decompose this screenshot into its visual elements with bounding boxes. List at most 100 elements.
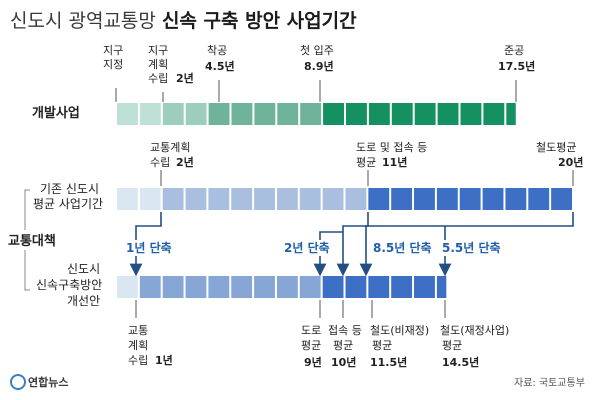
exist-label-line2: 평균 사업기간 [33, 197, 103, 211]
dev-ms1-line2: 지정 [103, 58, 123, 71]
existing-bar-segment [254, 188, 275, 210]
new-plan-bar-segment [276, 276, 298, 298]
reduce1-bg [124, 240, 174, 256]
new-b1-line3: 수립 [128, 354, 148, 367]
dev-bar-segment [368, 103, 390, 125]
dev-ms2-line2: 계획 [148, 58, 168, 71]
new-plan-bar-segment [162, 276, 184, 298]
dev-bar-segment [506, 103, 516, 125]
new-b3-line2: 평균 [333, 339, 353, 352]
new-plan-bar-segment [391, 276, 413, 298]
reduce-5-5yr: 5.5년 단축 [442, 240, 501, 255]
dev-row-label: 개발사업 [32, 105, 80, 121]
existing-bar-segment [391, 188, 413, 210]
new-b2-line2: 평균 [301, 339, 321, 352]
dev-ms3-line1: 착공 [207, 44, 227, 57]
existing-bar-segment [139, 188, 161, 210]
dev-bar-segment [323, 103, 344, 125]
existing-bar-segment [551, 188, 572, 210]
existing-bar-segment [436, 188, 458, 210]
dev-bar-segment [185, 103, 207, 125]
reduce-1yr: 1년 단축 [126, 240, 172, 255]
existing-bar-segment [276, 188, 298, 210]
dev-bar-segment [483, 103, 505, 125]
transport-group-label: 교통대책 [8, 234, 56, 249]
title-bold: 신속 구축 방안 사업기간 [161, 10, 357, 32]
new-plan-bar-segment [139, 276, 161, 298]
group-bracket-top [24, 189, 30, 230]
existing-bar [117, 188, 572, 210]
new-b1-value: 1년 [155, 353, 173, 367]
existing-bar-segment [482, 188, 504, 210]
reduce2-bg [282, 240, 334, 256]
new-b2-line1: 도로 [301, 324, 321, 337]
dev-ms5-line1: 준공 [504, 44, 524, 57]
arrow-2yr [313, 231, 343, 277]
new-b4-value: 11.5년 [370, 355, 407, 369]
new-plan-bar-segment [117, 276, 138, 298]
new-plan-bar-segment [185, 276, 207, 298]
new-plan-bar-segment [322, 276, 344, 298]
dev-ms5-value: 17.5년 [498, 59, 535, 73]
new-label-line1: 신도시 [67, 262, 100, 276]
new-b3-line1: 접속 등 [328, 324, 362, 337]
dev-bar-segment [139, 103, 161, 125]
dev-bar-segment [437, 103, 459, 125]
dev-ms1-line1: 지구 [103, 44, 123, 57]
existing-bar-segment [345, 188, 367, 210]
dev-bar-segment [254, 103, 276, 125]
existing-bar-segment [322, 188, 344, 210]
dev-bar-segment [117, 103, 138, 125]
new-plan-bar-segment [208, 276, 230, 298]
new-b2-value: 9년 [304, 355, 322, 369]
existing-bar-segment [162, 188, 184, 210]
existing-bar-segment [299, 188, 321, 210]
dev-ms4-value: 8.9년 [304, 59, 334, 73]
dev-bar-segment [162, 103, 184, 125]
exist-top2-line2: 평균 [356, 156, 376, 169]
reduce-2yr: 2년 단축 [284, 240, 330, 255]
existing-bar-segment [414, 188, 435, 210]
new-plan-bar-segment [368, 276, 390, 298]
page-title: 신도시 광역교통망 신속 구축 방안 사업기간 [10, 6, 357, 33]
new-b1-line1: 교통 [128, 324, 148, 337]
dev-bar-segment [277, 103, 299, 125]
group-bracket-bottom [24, 250, 30, 291]
title-light: 신도시 광역교통망 [10, 10, 156, 32]
existing-bar-segment [231, 188, 253, 210]
new-b4-line1: 철도(비재정) [370, 324, 429, 337]
new-b5-value: 14.5년 [442, 355, 479, 369]
dev-bar-segment [414, 103, 436, 125]
new-b4-line2: 평균 [372, 339, 392, 352]
arrow-8-5yr [359, 212, 574, 277]
dev-bar-segment [300, 103, 322, 125]
exist-top1-value: 2년 [176, 155, 194, 169]
arrow-road [336, 212, 369, 277]
exist-top1-line1: 교통계획 [150, 141, 190, 154]
new-label-line3: 개선안 [67, 294, 100, 308]
new-b5-line1: 철도(재정사업) [440, 324, 509, 337]
new-plan-bar-segment [231, 276, 253, 298]
new-plan-bar-segment [254, 276, 275, 298]
dev-ms2-value: 2년 [176, 71, 194, 85]
dev-bar [117, 103, 516, 125]
existing-bar-segment [528, 188, 550, 210]
new-label-line2: 신속구축방안 [36, 278, 102, 292]
dev-ms2-line3: 수립 [148, 72, 168, 85]
dev-bar-segment [208, 103, 230, 125]
exist-top2-line1: 도로 및 접속 등 [356, 141, 427, 154]
new-b3-value: 10년 [331, 355, 356, 369]
logo-icon [10, 374, 26, 390]
footer-logo: 연합뉴스 [28, 375, 68, 389]
dev-bar-segment [346, 103, 367, 125]
new-b1-line2: 계획 [128, 339, 148, 352]
existing-bar-segment [505, 188, 527, 210]
new-b5-line2: 평균 [442, 339, 462, 352]
exist-top3-value: 20년 [558, 155, 583, 169]
exist-label-line1: 기존 신도시 [40, 182, 99, 196]
exist-top2-value: 11년 [382, 155, 407, 169]
dev-ms2-line1: 지구 [148, 44, 168, 57]
dev-ms3-value: 4.5년 [205, 59, 235, 73]
new-plan-bar [117, 276, 447, 298]
